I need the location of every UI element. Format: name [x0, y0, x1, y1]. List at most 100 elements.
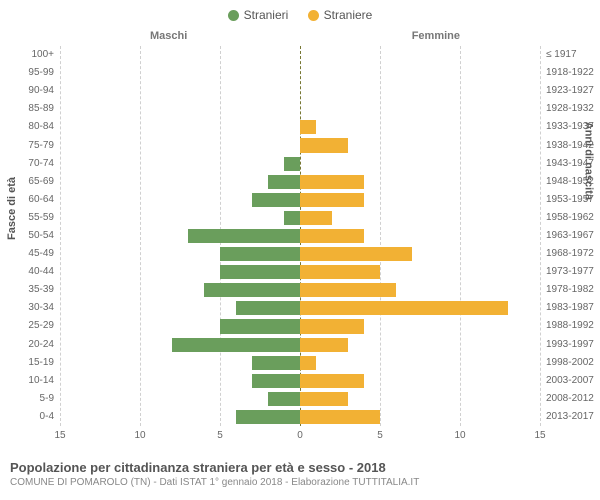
age-label: 50-54: [28, 230, 54, 241]
birth-year-label: 1963-1967: [546, 230, 594, 241]
birth-year-label: 1948-1952: [546, 176, 594, 187]
birth-year-label: 1923-1927: [546, 85, 594, 96]
age-row: 0-42013-2017: [60, 408, 540, 426]
age-row: 35-391978-1982: [60, 281, 540, 299]
age-row: 50-541963-1967: [60, 227, 540, 245]
x-tick-label: 5: [217, 430, 223, 441]
age-label: 90-94: [28, 85, 54, 96]
birth-year-label: 1933-1937: [546, 121, 594, 132]
age-label: 60-64: [28, 194, 54, 205]
bar-female: [300, 338, 348, 352]
bar-female: [300, 392, 348, 406]
age-row: 95-991918-1922: [60, 64, 540, 82]
age-row: 75-791938-1942: [60, 136, 540, 154]
bar-male: [284, 211, 300, 225]
birth-year-label: 1938-1942: [546, 140, 594, 151]
bar-female: [300, 319, 364, 333]
birth-year-label: 1958-1962: [546, 212, 594, 223]
age-row: 100+≤ 1917: [60, 46, 540, 64]
x-tick-label: 10: [454, 430, 465, 441]
bar-female: [300, 247, 412, 261]
age-row: 65-691948-1952: [60, 173, 540, 191]
age-row: 80-841933-1937: [60, 118, 540, 136]
age-row: 85-891928-1932: [60, 100, 540, 118]
header-female: Femmine: [412, 30, 460, 42]
age-label: 55-59: [28, 212, 54, 223]
legend-swatch-female: [308, 10, 319, 21]
x-tick-label: 0: [297, 430, 303, 441]
x-tick-label: 5: [377, 430, 383, 441]
age-row: 60-641953-1957: [60, 191, 540, 209]
bar-female: [300, 356, 316, 370]
age-label: 70-74: [28, 158, 54, 169]
bar-female: [300, 211, 332, 225]
x-tick-label: 10: [134, 430, 145, 441]
bar-male: [252, 356, 300, 370]
legend-label-male: Stranieri: [244, 8, 289, 22]
age-label: 100+: [31, 49, 54, 60]
bar-male: [284, 157, 300, 171]
age-label: 45-49: [28, 248, 54, 259]
legend-item-female: Straniere: [308, 8, 373, 22]
age-label: 35-39: [28, 284, 54, 295]
bar-male: [220, 247, 300, 261]
age-label: 40-44: [28, 266, 54, 277]
bar-female: [300, 410, 380, 424]
age-row: 45-491968-1972: [60, 245, 540, 263]
age-label: 25-29: [28, 320, 54, 331]
birth-year-label: 1928-1932: [546, 103, 594, 114]
age-row: 5-92008-2012: [60, 390, 540, 408]
birth-year-label: 1998-2002: [546, 357, 594, 368]
age-row: 40-441973-1977: [60, 263, 540, 281]
bar-male: [220, 319, 300, 333]
birth-year-label: 1953-1957: [546, 194, 594, 205]
x-tick-label: 15: [54, 430, 65, 441]
age-label: 80-84: [28, 121, 54, 132]
birth-year-label: 1943-1947: [546, 158, 594, 169]
age-label: 0-4: [40, 411, 54, 422]
bar-female: [300, 120, 316, 134]
birth-year-label: 2008-2012: [546, 393, 594, 404]
footer-subtitle: COMUNE DI POMAROLO (TN) - Dati ISTAT 1° …: [10, 477, 590, 488]
legend-label-female: Straniere: [324, 8, 373, 22]
plot-area: 15105051015100+≤ 191795-991918-192290-94…: [60, 46, 540, 446]
legend-swatch-male: [228, 10, 239, 21]
age-row: 25-291988-1992: [60, 317, 540, 335]
bar-female: [300, 283, 396, 297]
age-row: 55-591958-1962: [60, 209, 540, 227]
bar-male: [172, 338, 300, 352]
bar-male: [188, 229, 300, 243]
y-axis-title-left: Fasce di età: [6, 177, 18, 240]
birth-year-label: 1988-1992: [546, 320, 594, 331]
bar-female: [300, 374, 364, 388]
legend-item-male: Stranieri: [228, 8, 289, 22]
age-row: 20-241993-1997: [60, 336, 540, 354]
age-row: 10-142003-2007: [60, 372, 540, 390]
x-tick-label: 15: [534, 430, 545, 441]
birth-year-label: 1968-1972: [546, 248, 594, 259]
bar-female: [300, 301, 508, 315]
bar-male: [252, 374, 300, 388]
age-label: 85-89: [28, 103, 54, 114]
chart-container: Stranieri Straniere Maschi Femmine Fasce…: [0, 0, 600, 500]
age-label: 95-99: [28, 67, 54, 78]
bar-female: [300, 193, 364, 207]
birth-year-label: 1983-1987: [546, 302, 594, 313]
age-label: 10-14: [28, 375, 54, 386]
birth-year-label: 1918-1922: [546, 67, 594, 78]
age-label: 20-24: [28, 339, 54, 350]
bar-male: [236, 301, 300, 315]
gridline: [540, 46, 541, 426]
header-male: Maschi: [150, 30, 187, 42]
age-row: 30-341983-1987: [60, 299, 540, 317]
bar-male: [268, 392, 300, 406]
legend: Stranieri Straniere: [0, 8, 600, 24]
age-label: 75-79: [28, 140, 54, 151]
birth-year-label: 2003-2007: [546, 375, 594, 386]
bar-female: [300, 229, 364, 243]
age-label: 5-9: [40, 393, 54, 404]
bar-male: [236, 410, 300, 424]
bar-female: [300, 265, 380, 279]
bar-male: [204, 283, 300, 297]
birth-year-label: 1973-1977: [546, 266, 594, 277]
